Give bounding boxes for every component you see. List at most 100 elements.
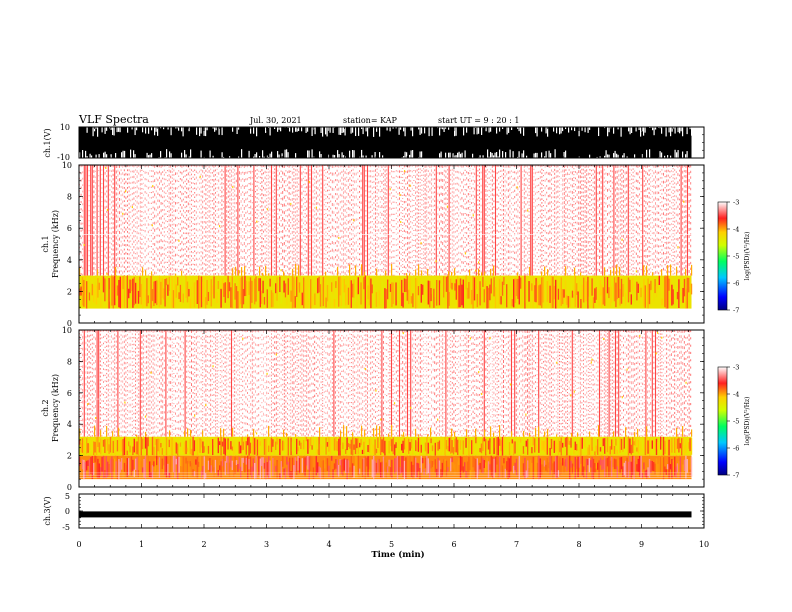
spectrogram-cell (374, 439, 376, 456)
spectrogram-cell (101, 442, 103, 450)
spectrogram-cell (244, 437, 246, 453)
ch1-waveform-gap (445, 127, 447, 129)
spectrogram-cell (108, 277, 110, 309)
spectrogram-cell (136, 441, 138, 455)
spectrogram-cell (430, 288, 432, 302)
spectrogram-cell (297, 456, 299, 471)
spectrogram-cell (513, 279, 515, 308)
spectrogram-cell (644, 470, 646, 477)
spectrogram-cell (490, 442, 492, 455)
spectrogram-cell (426, 455, 428, 475)
spectrogram-cell (580, 437, 582, 456)
spectrogram-cell (399, 467, 401, 475)
ch1-waveform-gap (205, 127, 207, 137)
spectrogram-cell (430, 460, 432, 469)
spectrogram-cell (440, 469, 442, 478)
spectrogram-cell (234, 437, 236, 454)
spectrogram-cell (650, 460, 652, 474)
spectrogram-cell (305, 436, 308, 442)
spectrogram-spike (676, 427, 678, 437)
spectrogram-cell (639, 281, 641, 304)
spectrogram-cell (90, 437, 92, 455)
spectrogram-cell (130, 456, 133, 476)
spectrogram-cell (632, 455, 634, 476)
spectrogram-spike (355, 265, 357, 276)
spectrogram-cell (280, 443, 282, 453)
ch1-waveform-gap (494, 152, 496, 158)
spectrogram-cell (196, 280, 198, 304)
spectrogram-cell (433, 450, 435, 455)
spectrogram-spike (169, 430, 171, 437)
spectrogram-cell (654, 279, 656, 294)
spectrogram-cell (339, 436, 341, 456)
ch1-frequency-axis-label: Frequency (kHz) (51, 210, 60, 278)
spectrogram-cell (377, 459, 379, 473)
spectrogram-spike (475, 428, 477, 437)
spectrogram-cell (521, 440, 523, 445)
spectrogram-cell (248, 281, 250, 295)
spectrogram-cell (254, 462, 256, 479)
spectrogram-cell (177, 443, 179, 456)
ch1-waveform-gap (673, 127, 675, 129)
spectrogram-spike (454, 268, 456, 276)
spectrogram-cell (118, 438, 120, 453)
spectrogram-cell (88, 444, 91, 451)
spectrogram-cell (517, 471, 519, 478)
spectrogram-cell (343, 458, 345, 471)
spectrogram-cell (438, 460, 441, 478)
spectrogram-cell (389, 437, 392, 447)
ch1-waveform-gap (604, 127, 606, 129)
spectrogram-cell (475, 437, 477, 444)
spectrogram-cell (494, 287, 497, 309)
ch1-waveform-gap (607, 127, 609, 137)
spectrogram-cell (475, 459, 477, 478)
spectrogram-cell (466, 461, 469, 479)
spectrogram-cell (478, 465, 480, 475)
spectrogram-dot (194, 414, 196, 417)
spectrogram-cell (272, 439, 274, 447)
spectrogram-cell (406, 455, 408, 474)
spectrogram-cell (520, 277, 522, 289)
spectrogram-cell (220, 436, 222, 456)
spectrogram-cell (297, 278, 299, 288)
spectrogram-cell (648, 438, 651, 456)
spectrogram-cell (522, 463, 525, 476)
spectrogram-cell (641, 275, 644, 309)
ch1-waveform-gap (338, 127, 340, 135)
spectrogram-cell (595, 287, 597, 300)
spectrogram-cell (164, 456, 166, 476)
spectrogram-cell (102, 439, 105, 447)
spectrogram-cell (637, 439, 639, 454)
spectrogram-cell (357, 277, 359, 295)
spectrogram-cell (413, 436, 415, 456)
spectrogram-cell (105, 277, 107, 309)
ch1-waveform-gap (517, 127, 519, 129)
ch1-waveform-gap (113, 127, 115, 136)
spectrogram-dot (635, 270, 637, 273)
spectrogram-dot (266, 372, 268, 375)
spectrogram-cell (564, 459, 567, 467)
spectrogram-cell (399, 441, 401, 451)
spectrogram-cell (640, 455, 642, 479)
spectrogram-cell (525, 440, 527, 447)
spectrogram-spike (637, 428, 639, 437)
ch1-waveform-gap (439, 153, 441, 158)
spectrogram-cell (101, 456, 103, 472)
ch1-waveform-gap (340, 127, 342, 135)
ch1-waveform-gap (464, 150, 466, 158)
spectrogram-spike (241, 267, 243, 276)
spectrogram-cell (275, 283, 277, 294)
spectrogram-cell (146, 462, 148, 478)
spectrogram-cell (202, 441, 204, 454)
ch1-waveform-gap (412, 127, 414, 137)
ch1-waveform-gap (541, 152, 543, 158)
ch1-waveform-gap (536, 127, 538, 137)
spectrogram-cell (326, 284, 329, 302)
ch1-waveform-gap (337, 150, 339, 158)
spectrogram-dot (437, 418, 439, 421)
spectrogram-cell (388, 281, 390, 306)
spectrogram-cell (248, 458, 250, 470)
spectrogram-cell (409, 442, 411, 451)
spectrogram-cell (128, 288, 130, 299)
spectrogram-cell (353, 279, 355, 298)
